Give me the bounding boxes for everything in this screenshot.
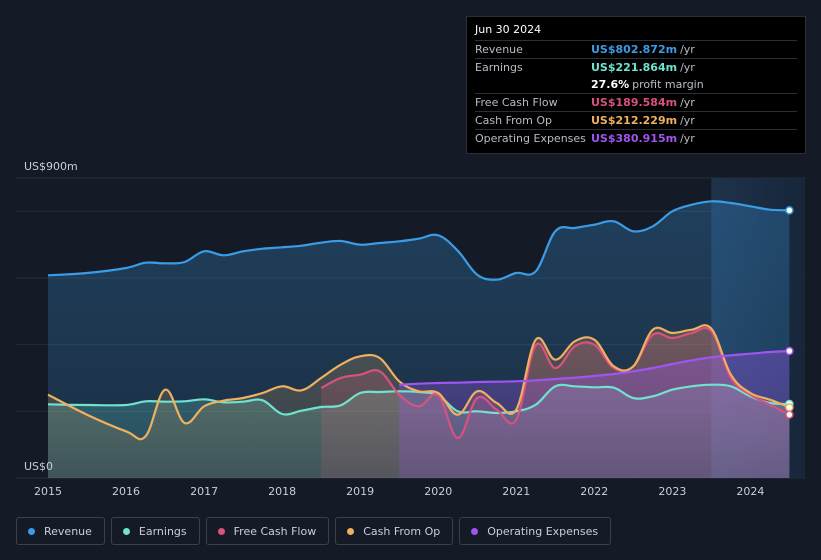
legend-label: Earnings xyxy=(138,524,187,538)
x-tick-label: 2024 xyxy=(736,485,764,498)
x-tick-label: 2021 xyxy=(502,485,530,498)
legend-label: Revenue xyxy=(44,524,92,538)
chart: 2015 2016 2017 2018 2019 2020 2021 2022 2023 2024… xyxy=(16,160,805,498)
series-line-cash-from-op xyxy=(47,324,790,441)
x-tick-label: 2015 xyxy=(34,485,62,498)
series-end-point-operating-expenses xyxy=(785,346,794,356)
tooltip-unit: /yr xyxy=(680,96,695,109)
series-line-operating-expenses xyxy=(399,349,790,386)
legend-dot-icon xyxy=(28,527,35,535)
tooltip-unit: /yr xyxy=(680,114,695,127)
tooltip-value: US$212.229m xyxy=(591,114,678,127)
tooltip-row-revenue: Revenue US$802.872m /yr xyxy=(475,40,797,58)
x-tick-label: 2016 xyxy=(112,485,140,498)
series-lines xyxy=(47,200,790,441)
tooltip-unit: /yr xyxy=(680,43,695,56)
legend-label: Operating Expenses xyxy=(487,524,599,538)
tooltip-label: Revenue xyxy=(475,43,523,56)
tooltip-row-earnings: Earnings US$221.864m /yr xyxy=(475,58,797,76)
legend-dot-icon xyxy=(122,527,130,535)
tooltip-value: US$380.915m xyxy=(591,132,678,145)
tooltip-date: Jun 30 2024 xyxy=(475,23,542,36)
tooltip-value: US$221.864m xyxy=(591,61,678,74)
tooltip-unit: /yr xyxy=(680,61,695,74)
series-end-point-free-cash-flow xyxy=(785,410,794,419)
x-tick-label: 2020 xyxy=(424,485,452,498)
tooltip-label: Operating Expenses xyxy=(475,132,586,145)
legend: Revenue Earnings Free Cash Flow Cash Fro… xyxy=(16,517,612,545)
tooltip-value: US$802.872m xyxy=(591,43,678,56)
series-end-point-cash-from-op xyxy=(785,403,794,412)
legend-label: Free Cash Flow xyxy=(233,524,317,538)
x-tick-label: 2017 xyxy=(190,485,218,498)
tooltip-unit: profit margin xyxy=(632,78,704,91)
tooltip-row-cash-from-op: Cash From Op US$212.229m /yr xyxy=(475,111,797,129)
series-areas xyxy=(48,201,790,478)
tooltip-value: 27.6% xyxy=(591,78,630,91)
x-axis: 2015 2016 2017 2018 2019 2020 2021 2022 2023 2024 xyxy=(34,485,764,498)
y-axis-top-label: US$900m xyxy=(24,160,78,173)
tooltip-label: Free Cash Flow xyxy=(475,96,558,109)
tooltip-label: Earnings xyxy=(475,61,523,74)
tooltip-row-profit-margin: 27.6% profit margin xyxy=(475,76,797,93)
legend-dot-icon xyxy=(217,527,225,535)
tooltip-row-operating-expenses: Operating Expenses US$380.915m /yr xyxy=(475,129,797,147)
series-line-free-cash-flow xyxy=(320,326,790,440)
y-axis-bottom-label: US$0 xyxy=(24,460,53,473)
x-tick-label: 2022 xyxy=(580,485,608,498)
legend-item-revenue[interactable]: Revenue xyxy=(16,517,105,545)
tooltip-row-free-cash-flow: Free Cash Flow US$189.584m /yr xyxy=(475,93,797,111)
series-end-point-revenue xyxy=(785,206,794,215)
x-tick-label: 2018 xyxy=(268,485,296,498)
tooltip: Jun 30 2024 Revenue US$802.872m /yr Earn… xyxy=(466,16,806,154)
legend-item-operating-expenses[interactable]: Operating Expenses xyxy=(459,517,612,545)
legend-item-free-cash-flow[interactable]: Free Cash Flow xyxy=(205,517,330,545)
legend-item-cash-from-op[interactable]: Cash From Op xyxy=(335,517,454,545)
legend-label: Cash From Op xyxy=(363,524,441,538)
x-tick-label: 2023 xyxy=(658,485,686,498)
tooltip-unit: /yr xyxy=(680,132,695,145)
tooltip-value: US$189.584m xyxy=(591,96,678,109)
legend-dot-icon xyxy=(471,527,479,535)
tooltip-label: Cash From Op xyxy=(475,114,553,127)
x-tick-label: 2019 xyxy=(346,485,374,498)
series-line-revenue xyxy=(47,200,790,281)
series-end-points xyxy=(785,206,794,419)
legend-dot-icon xyxy=(347,527,355,535)
legend-item-earnings[interactable]: Earnings xyxy=(110,517,200,545)
